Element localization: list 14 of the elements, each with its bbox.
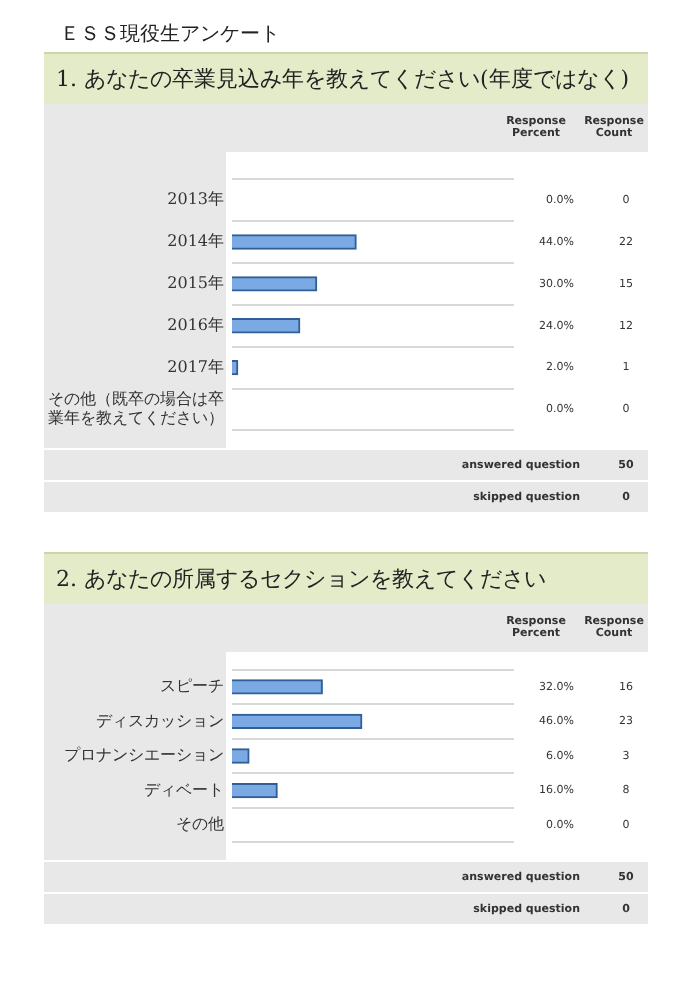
y-tick-label: その他（既卒の場合は卒業年を教えてください）	[48, 390, 224, 428]
y-tick-label: 2013年	[167, 190, 224, 209]
y-tick-label: その他	[176, 815, 224, 834]
chart-subtitle: 1. あなたの卒業見込み年を教えてください(年度ではなく)	[44, 52, 648, 104]
chart-title: ＥＳＳ現役生アンケート	[60, 21, 282, 50]
y-tick-label: 2017年	[167, 357, 224, 376]
y-tick-label: 2014年	[167, 232, 224, 251]
y-tick-label: プロナンシエーション	[64, 746, 224, 765]
y-tick-label: スピーチ	[160, 677, 224, 696]
y-tick-label: 2016年	[167, 315, 224, 334]
y-tick-label: ディスカッション	[96, 711, 224, 730]
y-tick-label: ディベート	[144, 780, 224, 799]
y-tick-label: 2015年	[167, 274, 224, 293]
chart-title: 2. あなたの所属するセクションを教えてください	[44, 552, 648, 604]
